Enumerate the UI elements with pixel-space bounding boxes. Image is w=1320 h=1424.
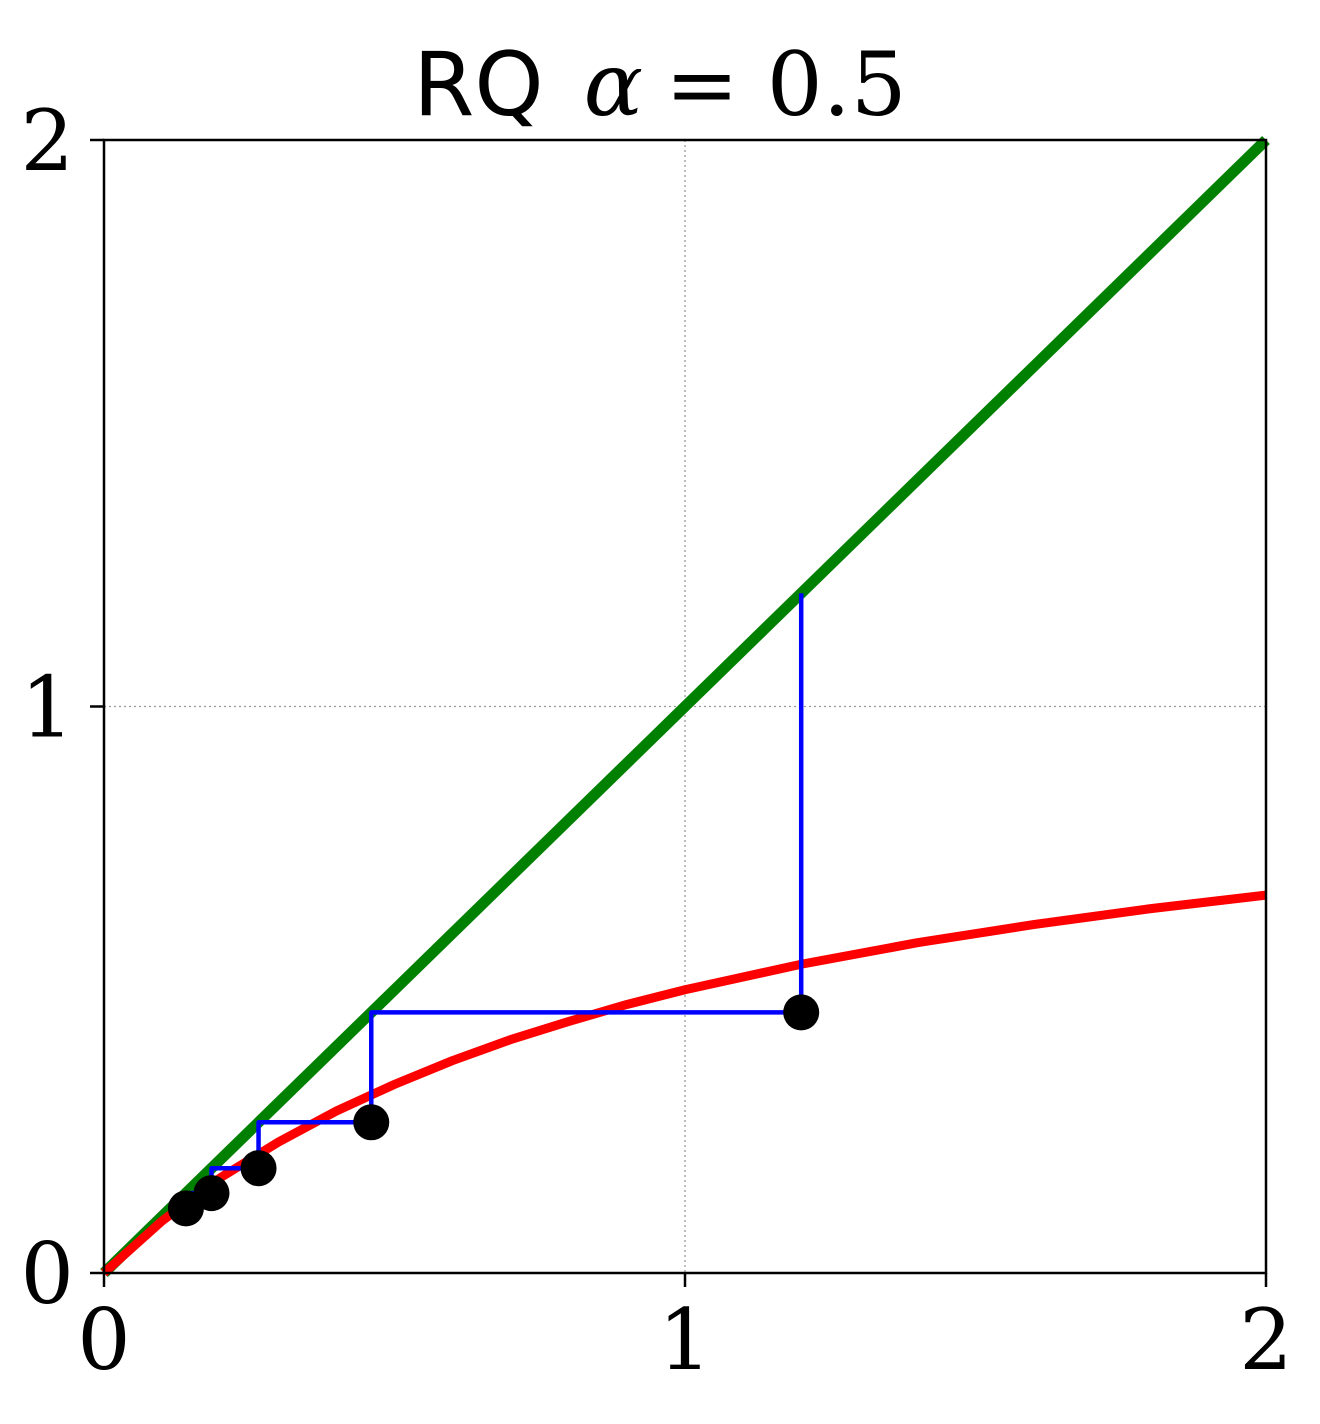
chart-title-prefix: RQ: [413, 33, 543, 136]
chart-title: RQ α = 0.5: [413, 33, 907, 136]
x-tick-label-2: 2: [1239, 1291, 1292, 1389]
y-tick-label-2: 2: [21, 92, 74, 190]
iterate-point-1: [353, 1104, 390, 1141]
iterate-markers: [167, 994, 820, 1227]
green-diagonal-line: [100, 136, 1270, 1277]
y-tick-label-1: 1: [21, 659, 74, 757]
iterate-point-4: [167, 1190, 204, 1227]
y-tick-label-0: 0: [21, 1225, 74, 1323]
x-tick-label-0: 0: [77, 1291, 130, 1389]
chart-title-rest: = 0.5: [665, 33, 907, 136]
iterate-point-0: [783, 994, 820, 1031]
chart-title-symbol: α: [584, 33, 643, 136]
x-tick-label-1: 1: [658, 1291, 711, 1389]
plot-series: [100, 136, 1270, 1277]
iterate-point-2: [240, 1150, 277, 1187]
axis-ticks: 0 1 2 0 1 2: [21, 92, 1293, 1389]
